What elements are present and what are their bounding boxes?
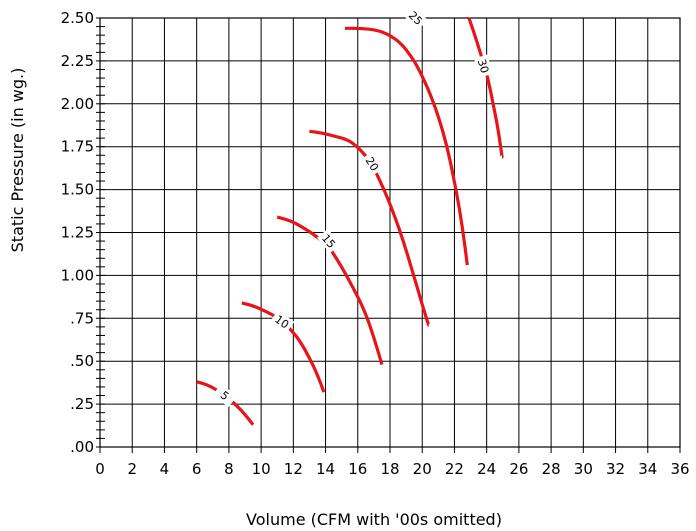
x-tick-label: 20 [413, 460, 432, 478]
x-tick-label: 4 [160, 460, 170, 478]
tick-labels: 0 2 4 6 8 10 12 14 16 18 20 22 24 26 28 30 32 34 36.00.25.… [61, 9, 690, 478]
x-tick-label: 6 [192, 460, 202, 478]
x-tick-label: 26 [509, 460, 528, 478]
y-tick-label: 2.00 [61, 95, 94, 113]
y-tick-label: .50 [70, 352, 94, 370]
y-tick-label: 2.25 [61, 52, 94, 70]
y-tick-label: 1.00 [61, 266, 94, 284]
y-tick-label: 1.50 [61, 181, 94, 199]
y-tick-label: 1.75 [61, 138, 94, 156]
y-axis-title: Static Pressure (in wg.) [8, 68, 27, 253]
x-tick-label: 24 [477, 460, 496, 478]
x-tick-label: 22 [445, 460, 464, 478]
minor-ticks [96, 18, 680, 453]
grid-layer [100, 18, 680, 447]
x-axis-title: Volume (CFM with '00s omitted) [246, 510, 502, 529]
x-tick-label: 34 [638, 460, 657, 478]
y-tick-label: .00 [70, 438, 94, 456]
y-tick-label: 2.50 [61, 9, 94, 27]
series-line-30 [469, 18, 502, 157]
x-tick-label: 16 [348, 460, 367, 478]
x-tick-label: 28 [542, 460, 561, 478]
x-tick-label: 18 [380, 460, 399, 478]
y-tick-label: .25 [70, 395, 94, 413]
y-tick-label: 1.25 [61, 224, 94, 242]
x-tick-label: 8 [224, 460, 234, 478]
x-tick-label: 12 [284, 460, 303, 478]
x-tick-label: 2 [127, 460, 137, 478]
y-tick-label: .75 [70, 309, 94, 327]
x-tick-label: 0 [95, 460, 105, 478]
x-tick-label: 10 [252, 460, 271, 478]
x-tick-label: 14 [316, 460, 335, 478]
x-tick-label: 36 [670, 460, 689, 478]
x-tick-label: 30 [574, 460, 593, 478]
x-tick-label: 32 [606, 460, 625, 478]
